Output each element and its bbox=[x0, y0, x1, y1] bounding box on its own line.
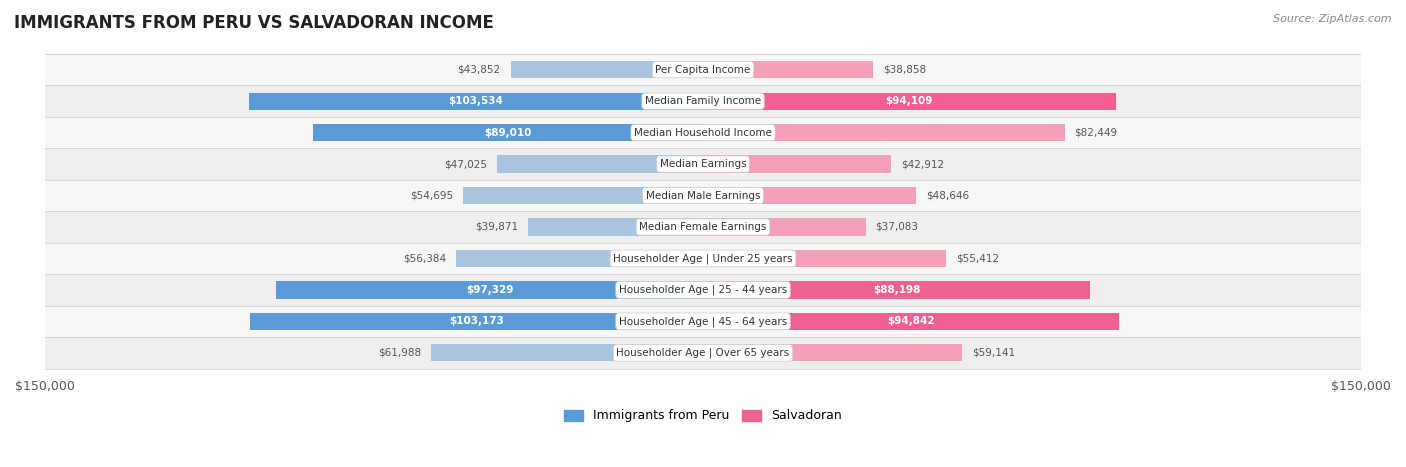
Text: $61,988: $61,988 bbox=[378, 348, 422, 358]
Bar bbox=[703, 61, 873, 78]
Text: $97,329: $97,329 bbox=[465, 285, 513, 295]
Bar bbox=[496, 156, 703, 173]
Text: Householder Age | 45 - 64 years: Householder Age | 45 - 64 years bbox=[619, 316, 787, 326]
Bar bbox=[45, 274, 1361, 305]
Text: $82,449: $82,449 bbox=[1074, 127, 1118, 138]
Bar bbox=[45, 243, 1361, 274]
Bar bbox=[45, 85, 1361, 117]
Text: Householder Age | Over 65 years: Householder Age | Over 65 years bbox=[616, 347, 790, 358]
Bar bbox=[703, 250, 946, 267]
Bar bbox=[529, 219, 703, 236]
Text: $55,412: $55,412 bbox=[956, 254, 1000, 263]
Bar bbox=[456, 250, 703, 267]
Text: $43,852: $43,852 bbox=[457, 65, 501, 75]
Bar bbox=[45, 117, 1361, 149]
Text: Median Male Earnings: Median Male Earnings bbox=[645, 191, 761, 200]
Text: $38,858: $38,858 bbox=[883, 65, 927, 75]
Bar bbox=[703, 344, 963, 361]
Text: $103,173: $103,173 bbox=[450, 316, 505, 326]
Text: Median Family Income: Median Family Income bbox=[645, 96, 761, 106]
Text: IMMIGRANTS FROM PERU VS SALVADORAN INCOME: IMMIGRANTS FROM PERU VS SALVADORAN INCOM… bbox=[14, 14, 494, 32]
Text: $88,198: $88,198 bbox=[873, 285, 920, 295]
Text: $39,871: $39,871 bbox=[475, 222, 519, 232]
Bar bbox=[432, 344, 703, 361]
Bar bbox=[45, 305, 1361, 337]
Bar bbox=[45, 149, 1361, 180]
Bar bbox=[703, 156, 891, 173]
Text: Median Earnings: Median Earnings bbox=[659, 159, 747, 169]
Text: Median Female Earnings: Median Female Earnings bbox=[640, 222, 766, 232]
Text: $37,083: $37,083 bbox=[876, 222, 918, 232]
Text: $94,109: $94,109 bbox=[886, 96, 934, 106]
Bar bbox=[703, 124, 1064, 142]
Text: Householder Age | Under 25 years: Householder Age | Under 25 years bbox=[613, 253, 793, 264]
Bar bbox=[463, 187, 703, 204]
Legend: Immigrants from Peru, Salvadoran: Immigrants from Peru, Salvadoran bbox=[560, 404, 846, 427]
Text: $94,842: $94,842 bbox=[887, 316, 935, 326]
Text: $42,912: $42,912 bbox=[901, 159, 945, 169]
Bar bbox=[510, 61, 703, 78]
Bar bbox=[45, 54, 1361, 85]
Bar bbox=[45, 180, 1361, 211]
Text: Householder Age | 25 - 44 years: Householder Age | 25 - 44 years bbox=[619, 285, 787, 295]
Text: $47,025: $47,025 bbox=[444, 159, 486, 169]
Bar bbox=[703, 219, 866, 236]
Bar bbox=[312, 124, 703, 142]
Bar bbox=[45, 337, 1361, 368]
Text: $103,534: $103,534 bbox=[449, 96, 503, 106]
Bar bbox=[45, 211, 1361, 243]
Text: $59,141: $59,141 bbox=[973, 348, 1015, 358]
Text: Source: ZipAtlas.com: Source: ZipAtlas.com bbox=[1274, 14, 1392, 24]
Bar bbox=[250, 313, 703, 330]
Text: Median Household Income: Median Household Income bbox=[634, 127, 772, 138]
Bar bbox=[703, 187, 917, 204]
Bar bbox=[703, 313, 1119, 330]
Bar bbox=[249, 92, 703, 110]
Bar bbox=[703, 92, 1116, 110]
Text: $54,695: $54,695 bbox=[411, 191, 453, 200]
Text: $48,646: $48,646 bbox=[927, 191, 969, 200]
Bar bbox=[276, 281, 703, 298]
Text: $56,384: $56,384 bbox=[402, 254, 446, 263]
Text: $89,010: $89,010 bbox=[484, 127, 531, 138]
Bar bbox=[703, 281, 1090, 298]
Text: Per Capita Income: Per Capita Income bbox=[655, 65, 751, 75]
